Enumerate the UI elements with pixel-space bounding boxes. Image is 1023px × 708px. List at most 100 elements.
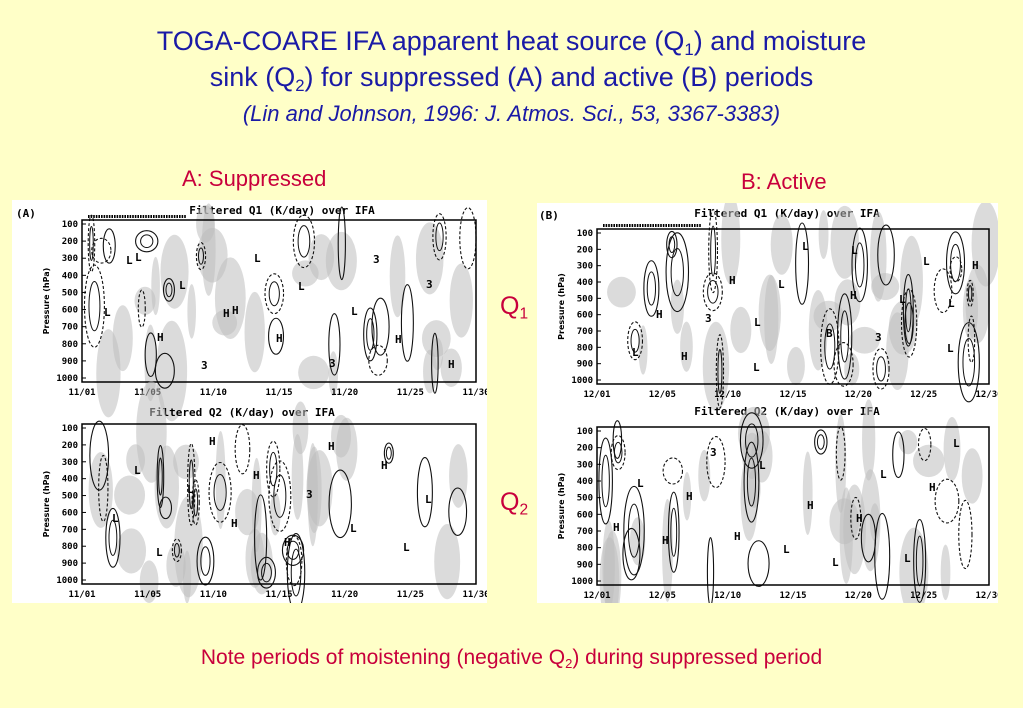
chart-b-q1-title: Filtered Q1 (K/day) over IFA <box>694 207 880 220</box>
contour-line <box>187 442 196 526</box>
slide-title-line-2: sink (Q2) for suppressed (A) and active … <box>209 62 814 96</box>
sample-marker <box>655 224 657 227</box>
shaded-region <box>434 524 461 600</box>
sample-marker <box>106 215 108 218</box>
contour-line <box>945 231 966 295</box>
sample-marker <box>613 224 615 227</box>
sample-marker <box>147 215 150 218</box>
shaded-region <box>336 417 358 481</box>
contour-line <box>366 318 375 351</box>
contour-line <box>860 513 877 563</box>
contour-line <box>254 494 268 581</box>
plot-frame <box>596 426 990 586</box>
contour-annotation: L <box>880 468 887 481</box>
contour-line <box>627 321 644 361</box>
shaded-region <box>298 355 329 390</box>
contour-line <box>646 271 657 306</box>
shaded-region <box>389 235 406 318</box>
contour-line <box>872 348 890 390</box>
y-tick-label: 800 <box>577 343 593 353</box>
sample-marker <box>694 224 696 227</box>
contour-line <box>627 503 641 558</box>
x-tick-label: 11/30 <box>462 590 487 600</box>
q2-label: Q2 <box>500 488 529 519</box>
contour-line <box>200 546 211 576</box>
contour-annotation: L <box>923 255 930 268</box>
contour-line <box>363 307 378 362</box>
sample-marker <box>688 224 691 227</box>
contour-annotation: H <box>381 459 388 472</box>
plot-b-q1: 100 200 300 400 500 600 700 800 900 1000 12/01 12/0… <box>557 203 998 412</box>
x-tick-label: 11/30 <box>462 388 487 398</box>
contour-annotation: L <box>851 244 858 257</box>
contour-annotation: L <box>948 297 955 310</box>
contour-line <box>739 412 764 469</box>
contour-line <box>98 454 109 523</box>
contour-line <box>795 222 810 305</box>
slide-title-line-1: TOGA-COARE IFA apparent heat source (Q1)… <box>156 26 867 60</box>
sample-marker <box>142 215 145 218</box>
y-tick-label: 1000 <box>56 374 78 384</box>
sample-marker <box>652 224 654 227</box>
contour-line <box>257 556 276 589</box>
sample-marker <box>153 215 155 218</box>
contour-annotation: H <box>284 536 291 549</box>
contour-line <box>662 457 684 485</box>
sample-marker <box>634 224 636 227</box>
contour-line <box>665 232 690 313</box>
y-tick-label: 400 <box>62 271 78 281</box>
plot-frame <box>596 228 990 385</box>
sample-marker <box>173 215 176 218</box>
contour-line <box>707 279 719 304</box>
contour-line <box>902 274 914 347</box>
shaded-region <box>844 353 860 386</box>
sample-marker <box>150 215 152 218</box>
contour-line <box>191 479 200 526</box>
contour-line <box>967 285 973 302</box>
shaded-region <box>328 351 339 396</box>
y-tick-label: 500 <box>577 494 593 504</box>
shaded-region <box>116 528 147 574</box>
y-tick-label: 300 <box>577 262 593 272</box>
contour-line <box>708 208 719 294</box>
contour-line <box>874 512 891 600</box>
contour-line <box>368 344 388 376</box>
shaded-region <box>747 469 761 508</box>
y-tick-label: 200 <box>62 441 78 451</box>
x-tick-label: 11/15 <box>265 388 292 398</box>
contour-annotation: H <box>231 517 238 530</box>
x-tick-label: 11/15 <box>265 590 292 600</box>
contour-line <box>892 431 905 479</box>
sample-marker <box>639 224 641 227</box>
y-tick-label: 200 <box>577 444 593 454</box>
contour-annotation: L <box>947 342 954 355</box>
contour-annotation: L <box>126 254 133 267</box>
shaded-region <box>139 560 159 603</box>
x-tick-label: 12/10 <box>714 390 741 400</box>
shading-group <box>599 399 983 603</box>
x-tick-label: 11/20 <box>331 590 358 600</box>
x-tick-label: 11/01 <box>68 388 95 398</box>
contour-line <box>431 332 439 394</box>
shaded-region <box>813 300 844 332</box>
shaded-region <box>886 312 909 391</box>
contour-line <box>715 334 725 409</box>
sample-marker <box>181 215 184 218</box>
contour-annotation: L <box>832 556 839 569</box>
contour-annotation: H <box>253 469 260 482</box>
shading-group <box>96 203 473 422</box>
y-tick-label: 300 <box>62 458 78 468</box>
shaded-region <box>770 214 793 275</box>
contour-group <box>627 208 980 409</box>
contour-annotation: H <box>223 307 230 320</box>
contour-line <box>285 535 303 587</box>
y-tick-label: 800 <box>62 340 78 350</box>
contour-line <box>196 536 215 586</box>
y-tick-label: 800 <box>577 544 593 554</box>
y-tick-label: 900 <box>577 360 593 370</box>
shaded-region <box>629 517 646 566</box>
contour-line <box>459 207 477 270</box>
y-tick-label: 500 <box>577 294 593 304</box>
contour-annotation: H <box>850 289 857 302</box>
shaded-region <box>680 321 693 372</box>
